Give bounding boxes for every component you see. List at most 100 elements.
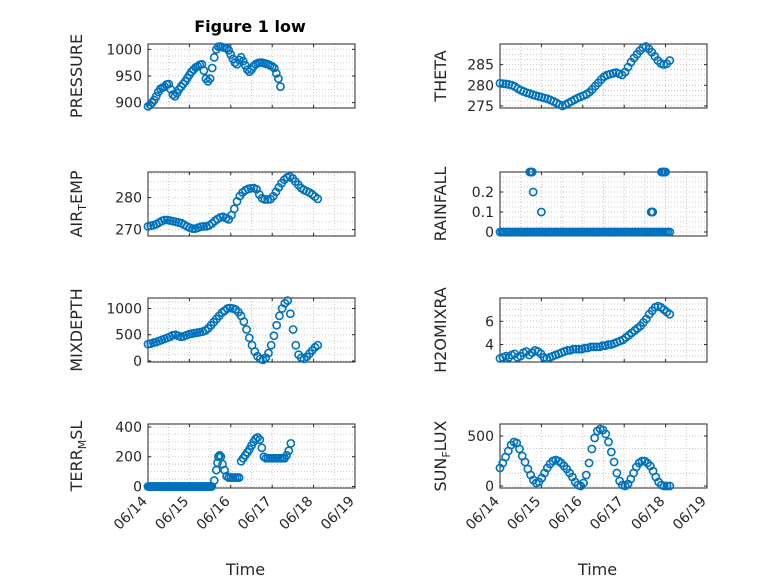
- data-point: [240, 60, 250, 70]
- y-tick-label: 0: [485, 479, 494, 495]
- x-tick-label: 06/18: [277, 494, 317, 534]
- y-tick-label: 275: [467, 99, 494, 115]
- data-point: [244, 333, 254, 343]
- y-tick-label: 6: [485, 314, 494, 330]
- y-tick-label: 0.2: [472, 185, 494, 201]
- data-point: [665, 56, 675, 65]
- data-point: [589, 342, 599, 352]
- data-point: [285, 309, 295, 319]
- axes-frame: [499, 297, 708, 363]
- data-point: [209, 52, 219, 62]
- data-point: [257, 443, 267, 453]
- data-point: [568, 344, 578, 354]
- data-point: [234, 473, 244, 482]
- y-axis-label: THETA: [431, 50, 450, 102]
- data-point: [207, 63, 217, 73]
- data-point: [648, 207, 658, 217]
- data-point: [209, 476, 219, 485]
- x-axis-label: Time: [225, 560, 265, 579]
- x-tick-label: 06/14: [463, 493, 503, 533]
- data-point: [160, 215, 170, 225]
- subplot-terr-msl: 0 200 400 TERRMSL 06/14 06/15 06/16 06/17 06/18 0…: [67, 420, 358, 579]
- data-point: [592, 342, 601, 352]
- data-point: [579, 478, 588, 488]
- data-point: [239, 317, 249, 327]
- x-tick-label: 06/16: [194, 493, 234, 533]
- data-point: [661, 167, 670, 177]
- data-point: [662, 481, 672, 491]
- data-point: [276, 82, 285, 92]
- data-point: [215, 450, 225, 460]
- axes-frame: [499, 43, 708, 109]
- data-point: [665, 481, 675, 491]
- data-point: [275, 311, 284, 321]
- data-point: [562, 345, 572, 355]
- x-tick-label: 06/17: [235, 494, 275, 534]
- data-point: [291, 340, 301, 350]
- y-tick-label: 400: [115, 420, 142, 436]
- data-point: [282, 450, 292, 460]
- y-tick-label: 900: [115, 96, 142, 112]
- data-point: [601, 429, 611, 439]
- x-tick-label: 06/15: [504, 494, 544, 534]
- data-point: [606, 447, 616, 457]
- data-point: [580, 343, 590, 353]
- x-tick-label: 06/15: [152, 494, 192, 534]
- subplot-theta: 275 280 285 THETA: [431, 42, 708, 115]
- y-tick-label: 280: [467, 78, 494, 94]
- y-tick-label: 0: [133, 480, 142, 496]
- data-point: [603, 340, 613, 349]
- x-tick-label: 06/19: [670, 494, 710, 534]
- subplot-mixdepth: 0 500 1000 MIXDEPTH: [67, 288, 356, 372]
- y-axis-label: H2OMIXRA: [431, 287, 450, 373]
- data-point: [313, 340, 323, 350]
- y-axis-label: MIXDEPTH: [67, 288, 86, 371]
- data-point: [637, 456, 647, 466]
- data-point: [574, 344, 584, 354]
- y-axis-label: SUNFLUX: [431, 420, 453, 491]
- y-axis-label: PRESSURE: [67, 34, 86, 118]
- data-point: [609, 457, 619, 467]
- subplot-pressure: 900 950 1000 PRESSURE: [67, 34, 356, 118]
- data-point: [166, 84, 176, 94]
- figure-title: Figure 1 low: [194, 17, 306, 36]
- subplot-air-temp: 270 280 AIRTEMP: [67, 170, 356, 239]
- data-point: [238, 56, 248, 66]
- data-point: [581, 470, 591, 480]
- data-point: [245, 67, 254, 77]
- axes-frame: [147, 423, 356, 489]
- data-point: [286, 438, 296, 448]
- subplot-rainfall: 0 0.1 0.2 RAINFALL: [431, 167, 708, 242]
- axes-frame: [147, 171, 356, 237]
- y-tick-label: 950: [115, 69, 142, 85]
- data-point: [226, 50, 236, 60]
- data-point: [665, 309, 675, 319]
- data-point: [224, 46, 234, 55]
- axes-background: [500, 172, 707, 236]
- data-point: [266, 340, 276, 350]
- x-axis-label: Time: [577, 560, 617, 579]
- x-tick-label: 06/18: [629, 494, 669, 534]
- data-point: [584, 458, 594, 468]
- data-point: [571, 344, 581, 354]
- y-axis-label: RAINFALL: [431, 167, 450, 242]
- axes-frame: [499, 423, 708, 489]
- axes-background: [148, 172, 355, 236]
- data-point: [527, 167, 537, 177]
- data-point: [222, 43, 232, 53]
- data-point: [587, 444, 597, 454]
- data-point: [271, 68, 281, 78]
- axes-frame: [147, 297, 356, 363]
- y-axis-label: AIRTEMP: [67, 170, 89, 237]
- y-tick-label: 4: [485, 338, 494, 354]
- data-point: [188, 224, 197, 234]
- y-tick-label: 270: [115, 223, 142, 239]
- x-tick-label: 06/16: [546, 493, 586, 533]
- data-point: [242, 325, 251, 334]
- y-tick-label: 200: [115, 450, 142, 466]
- data-point: [272, 320, 282, 330]
- data-point: [199, 66, 209, 76]
- data-point: [260, 195, 270, 204]
- y-tick-label: 1000: [106, 42, 142, 58]
